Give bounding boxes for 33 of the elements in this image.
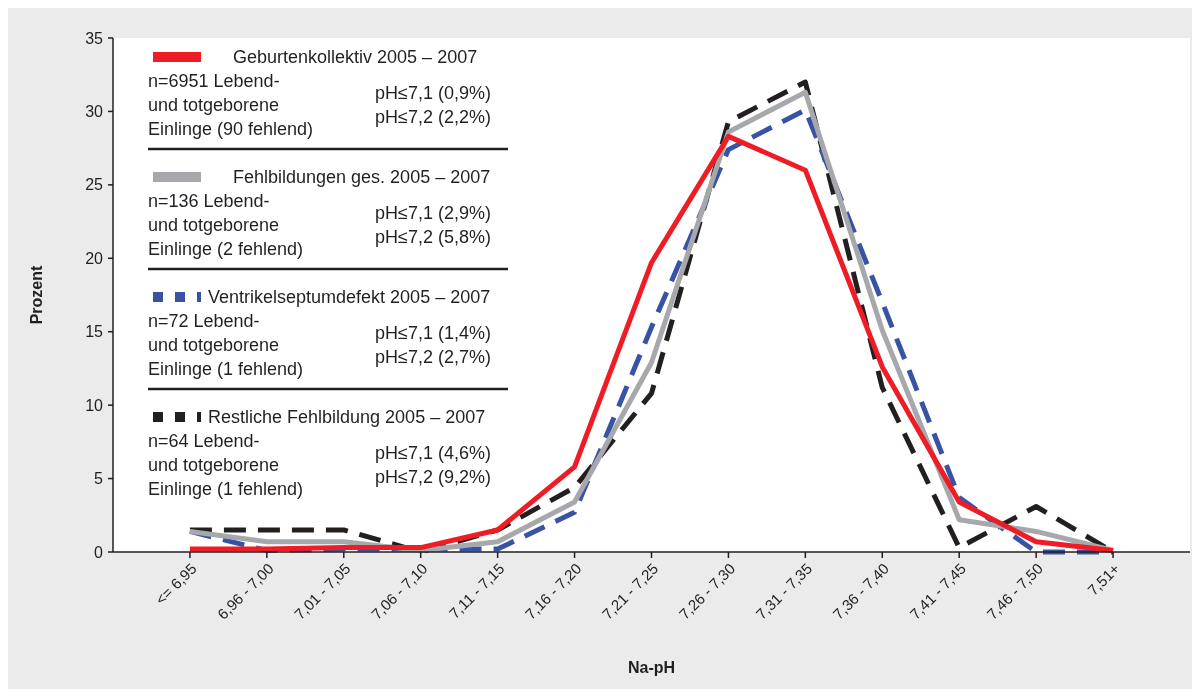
annotation: pH≤7,1 (0,9%) pH≤7,2 (2,2%) [375, 83, 491, 128]
annotation: pH≤7,1 (4,6%) pH≤7,2 (9,2%) [375, 443, 491, 488]
y-tick-label: 15 [85, 323, 104, 341]
x-axis-title: Na-pH [627, 659, 676, 676]
y-tick-label: 0 [94, 543, 104, 561]
x-tick-label: 7,01 - 7,05 [290, 559, 354, 623]
annotation: n=6951 Lebend- und totgeborene Einlinge (90 fehlend) [148, 71, 314, 140]
y-tick-label: 30 [85, 103, 104, 121]
x-tick-label: 7,11 - 7,15 [445, 559, 508, 622]
x-tick-label: 6,96 - 7,00 [213, 559, 277, 623]
annotation: n=136 Lebend- und totgeborene Einlinge (2 fehlend) [148, 191, 304, 260]
y-axis-title: Prozent [28, 264, 45, 325]
x-tick-label: 7,46 - 7,50 [983, 559, 1046, 623]
x-tick-label: 7,21 - 7,25 [598, 559, 662, 623]
x-tick-label: 7,41 - 7,45 [906, 559, 970, 623]
y-tick-label: 35 [85, 29, 104, 47]
y-tick-label: 25 [85, 176, 104, 194]
annotation: pH≤7,1 (1,4%) pH≤7,2 (2,7%) [375, 323, 491, 368]
legend-label: Geburtenkollektiv 2005 – 2007 [233, 47, 478, 68]
x-tick-label: 7,31 - 7,35 [752, 559, 816, 623]
y-tick-label: 5 [94, 470, 104, 488]
legend-label: Fehlbildungen ges. 2005 – 2007 [233, 167, 491, 188]
annotation: n=64 Lebend- und totgeborene Einlinge (1 fehlend) [148, 431, 304, 500]
x-tick-label: 7,16 - 7,20 [521, 559, 585, 623]
annotation: pH≤7,1 (2,9%) pH≤7,2 (5,8%) [375, 203, 491, 248]
x-tick-label: 7,06 - 7,10 [367, 559, 431, 623]
y-tick-label: 10 [85, 396, 104, 414]
y-tick-label: 20 [85, 249, 104, 267]
legend-label: Restliche Fehlbildung 2005 – 2007 [208, 407, 486, 428]
x-tick-label: 7,26 - 7,30 [675, 559, 739, 623]
legend-label: Ventrikelseptumdefekt 2005 – 2007 [208, 287, 491, 308]
annotation: n=72 Lebend- und totgeborene Einlinge (1 fehlend) [148, 311, 304, 380]
x-tick-label: 7,36 - 7,40 [829, 559, 893, 623]
